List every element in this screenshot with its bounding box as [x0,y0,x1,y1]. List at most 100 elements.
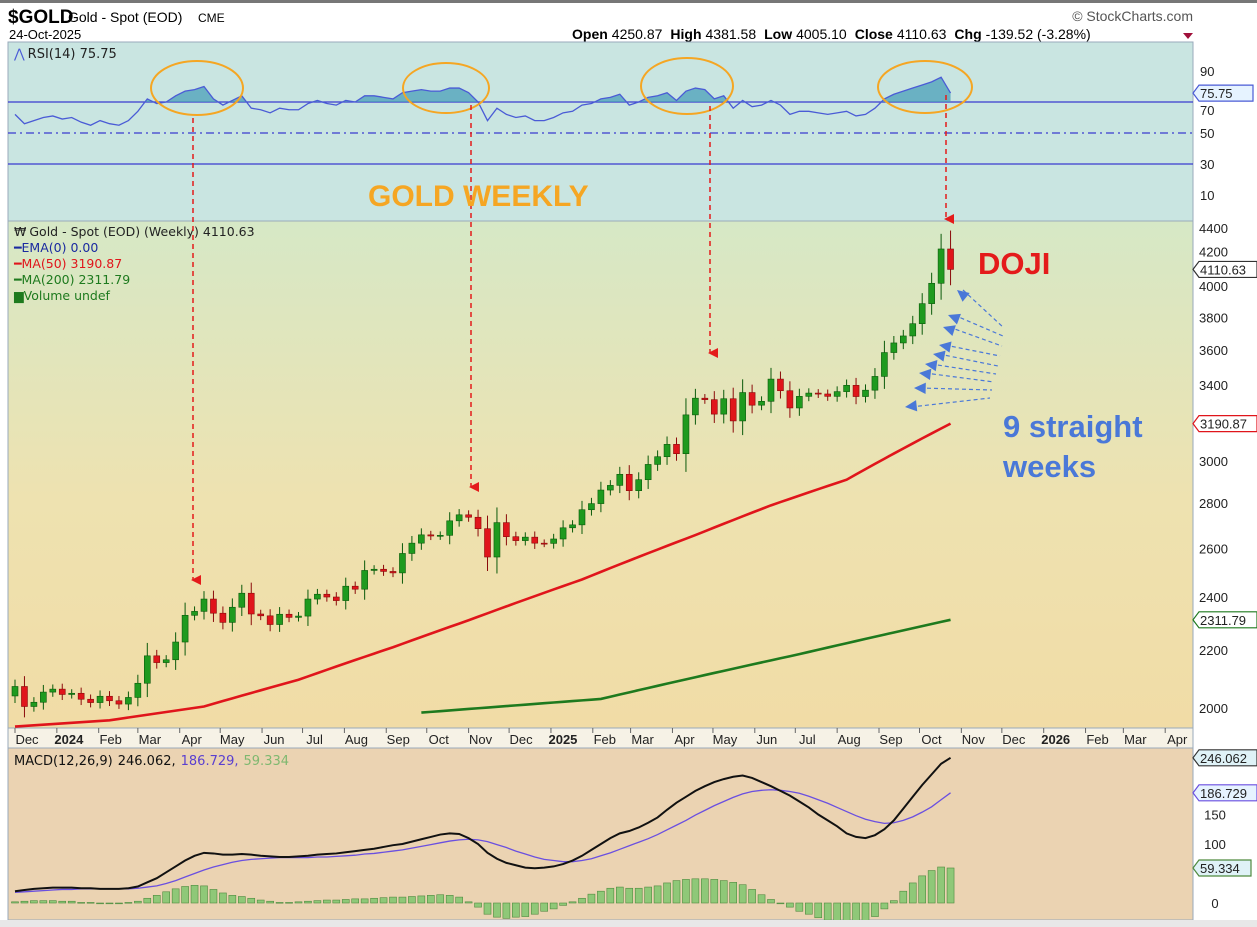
last-price-tag: 4110.63 [1192,260,1257,279]
candle-body [87,698,94,703]
candle [389,567,397,578]
candle [219,606,227,630]
macd-histogram-bar [115,902,123,905]
candle [49,684,57,697]
svg-text:━MA(50) 3190.87: ━MA(50) 3190.87 [13,256,122,271]
candle-body [11,686,19,697]
histogram-value-tag: 59.334 [1192,859,1252,877]
ma200-line-icon: ━ [13,272,22,287]
macd-histogram-bar [464,901,473,904]
candle-body [106,695,113,702]
macd-histogram-bar [927,870,936,904]
x-tick-label: Apr [1167,732,1188,747]
price-tick-label: 2600 [1199,541,1228,556]
candle [474,509,482,537]
macd-histogram-bar [370,897,378,904]
macd-histogram-bar [124,902,133,904]
price-tick-label: 2200 [1199,643,1228,658]
ma50-value-tag-box [1192,415,1257,433]
exchange: CME [198,11,225,25]
macd-histogram-bar [11,901,19,904]
candle [304,589,312,626]
candle [257,609,265,621]
candle [418,528,425,550]
candle-body [625,473,633,491]
candle [748,384,756,414]
volume-bars-icon: ▆ [13,288,24,304]
chart-date: 24-Oct-2025 [9,27,81,42]
macd-histogram-bar [275,902,284,904]
candle-body [181,614,189,643]
candle-body [512,536,520,541]
candle-body [597,489,605,504]
macd-histogram-bar [682,879,690,904]
stockcharts-copyright[interactable]: © StockCharts.com [1072,8,1193,24]
x-tick-label: 2026 [1041,732,1070,747]
macd-histogram-bar [776,902,785,905]
candle [295,611,302,622]
candle [729,387,737,433]
candle-body [361,570,368,590]
x-tick-label: Dec [510,732,534,747]
candle [323,589,331,602]
candle [814,389,822,398]
candle [399,543,406,584]
nine-week-arrows [905,289,1005,412]
macd-histogram-bar [351,898,360,904]
candle-body [616,473,624,486]
price-tick-label: 4000 [1199,279,1228,294]
price-layer [11,230,954,728]
macd-histogram-bar [294,901,303,904]
candle [654,450,661,471]
x-tick-label: Aug [838,732,861,747]
rsi-panel [7,41,1194,222]
candle [465,510,472,522]
blue-dashed-line [962,289,1005,329]
macd-value-tag-text: 246.062 [1200,751,1247,766]
macd-histogram-bar [48,900,57,904]
candle [455,509,463,527]
x-tick-label: Jun [756,732,777,747]
macd-histogram-bar [474,902,482,908]
x-tick-label: Mar [139,732,162,747]
rsi-overbought-circle [402,62,490,114]
price-tick-label: 2800 [1199,496,1228,511]
candle-body [115,700,123,705]
candle [710,391,718,423]
blue-dashed-line [919,387,993,391]
candle [30,697,38,712]
candle [332,592,340,606]
histogram-value-tag-text: 59.334 [1200,861,1240,876]
candle [144,642,151,698]
ma50-value-tag-text: 3190.87 [1200,417,1247,432]
last-price-tag-box [1192,260,1257,279]
macd-histogram-bar [181,886,189,904]
macd-histogram-bar [105,902,114,905]
high-label: High [670,26,701,42]
candle-body [493,522,501,558]
macd-histogram-bar [663,882,671,904]
candle [682,398,690,472]
x-tick-label: Apr [674,732,695,747]
candle-body [682,414,690,455]
blue-dashed-line [953,314,1004,337]
macd-histogram-bar [861,902,870,920]
candle-body [219,612,227,623]
x-tick-label: Nov [469,732,493,747]
x-tick-label: Oct [921,732,942,747]
macd-value-tag: 246.062 [1192,749,1257,767]
candle-body [229,606,236,623]
candle [427,530,435,541]
macd-histogram-bar [313,900,322,904]
candle [503,514,510,546]
x-tick-label: Dec [15,732,39,747]
macd-histogram-bar [549,902,558,910]
blue-arrowhead [939,341,952,353]
candle [436,531,444,540]
candle [909,315,917,345]
rsi-value-tag: 75.75 [1192,84,1254,102]
macd-histogram-bar [597,890,605,904]
candle-body [436,535,444,537]
candle-body [824,393,832,397]
